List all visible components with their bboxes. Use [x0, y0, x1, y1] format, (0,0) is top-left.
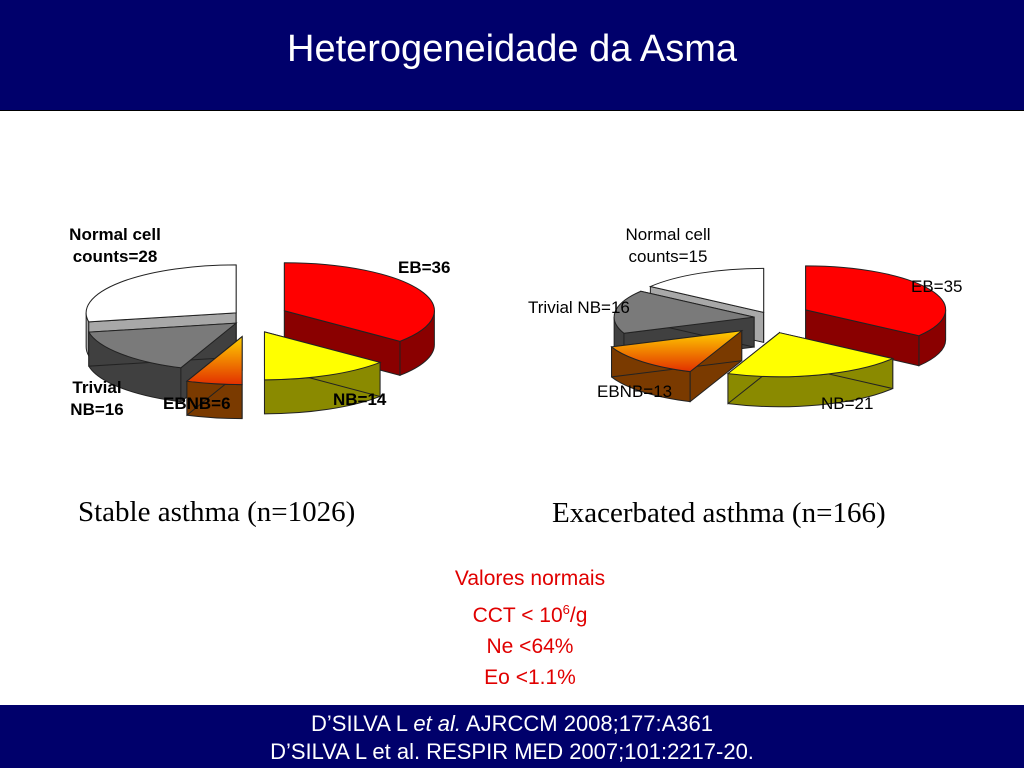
- slice-label-line: Normal cell: [69, 225, 161, 244]
- slice-label-line: Trivial: [72, 378, 121, 397]
- exacerbated-asthma-caption: Exacerbated asthma (n=166): [552, 497, 886, 529]
- slice-label-0-2: EBNB=6: [163, 394, 231, 413]
- slice-label-0-3: Trivial NB=16: [70, 378, 123, 419]
- title-bar: Heterogeneidade da Asma: [0, 0, 1024, 111]
- slice-label-1-1: NB=21: [821, 394, 873, 413]
- slice-label-0-1: NB=14: [333, 390, 387, 409]
- ne-value: Ne <64%: [486, 635, 574, 658]
- slice-label-line: EBNB=13: [597, 382, 672, 401]
- slice-label-1-2: EBNB=13: [597, 382, 672, 401]
- slice-label-line: NB=14: [333, 390, 387, 409]
- slice-label-0-0: EB=36: [398, 258, 450, 277]
- eo-value: Eo <1.1%: [484, 666, 576, 689]
- normal-values-title: Valores normais: [454, 567, 606, 590]
- slice-label-line: Trivial NB=16: [528, 298, 630, 317]
- slice-label-line: counts=28: [73, 247, 158, 266]
- slice-label-1-0: EB=35: [911, 277, 963, 296]
- pie-slice-1-1: [726, 331, 895, 408]
- footer-bar: [0, 705, 1024, 768]
- pie-slice-0-0: [283, 262, 435, 377]
- slice-label-line: NB=21: [821, 394, 873, 413]
- slide-title: Heterogeneidade da Asma: [287, 28, 737, 70]
- cct-value: CCT < 106/g: [472, 602, 588, 627]
- slice-label-line: EB=36: [398, 258, 450, 277]
- slice-label-1-4: Normal cell counts=15: [625, 225, 710, 266]
- slice-label-0-4: Normal cell counts=28: [69, 225, 161, 266]
- slice-label-1-3: Trivial NB=16: [528, 298, 630, 317]
- slice-label-line: EBNB=6: [163, 394, 231, 413]
- slice-label-line: counts=15: [629, 247, 708, 266]
- slice-label-line: Normal cell: [625, 225, 710, 244]
- pie-slice-0-2: [185, 335, 243, 420]
- pie-slice-0-3: [87, 322, 238, 403]
- slice-label-line: NB=16: [70, 400, 123, 419]
- pie-slice-0-1: [263, 331, 382, 415]
- stable-asthma-caption: Stable asthma (n=1026): [78, 496, 356, 528]
- reference-1: D’SILVA L et al. AJRCCM 2008;177:A361: [311, 711, 713, 736]
- normal-values-box: Valores normais CCT < 106/g Ne <64% Eo <…: [330, 563, 730, 693]
- pie-slice-1-0: [805, 265, 947, 367]
- pie-slice-1-2: [610, 329, 744, 403]
- reference-2: D’SILVA L et al. RESPIR MED 2007;101:221…: [270, 739, 754, 764]
- slice-label-line: EB=35: [911, 277, 963, 296]
